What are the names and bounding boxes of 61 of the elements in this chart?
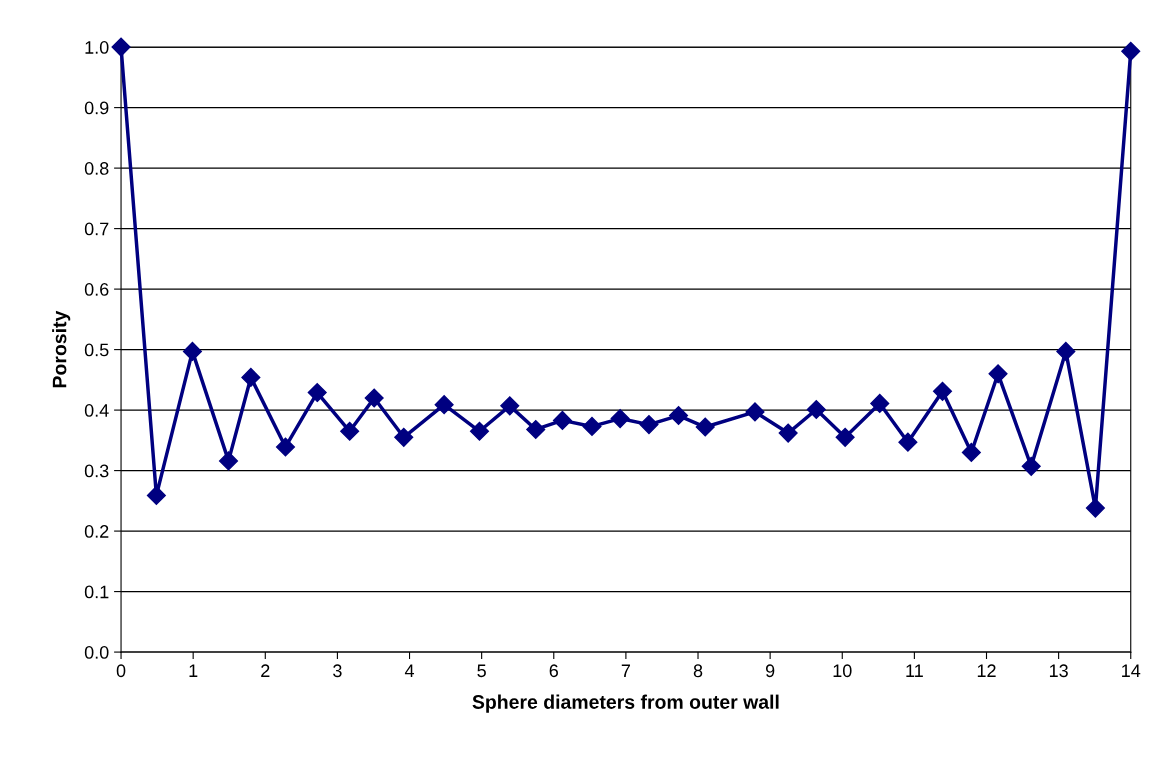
point bbox=[434, 395, 454, 415]
y-tick-label: 0.0 bbox=[84, 646, 109, 659]
point bbox=[394, 427, 414, 447]
x-tick-label: 14 bbox=[1122, 664, 1141, 677]
y-tick-label: 0.8 bbox=[84, 162, 109, 175]
point bbox=[218, 451, 239, 471]
x-tick-label: 13 bbox=[1049, 664, 1068, 678]
point bbox=[932, 381, 953, 401]
point bbox=[582, 416, 602, 436]
y-tick-label: 0.5 bbox=[84, 343, 109, 357]
point bbox=[500, 396, 520, 416]
point bbox=[610, 409, 630, 429]
y-axis-title: Porosity bbox=[52, 310, 71, 388]
point bbox=[745, 402, 765, 422]
x-axis-title: Sphere diameters from outer wall bbox=[472, 694, 779, 713]
x-tick-label: 2 bbox=[261, 664, 270, 677]
x-tick-label: 1 bbox=[189, 664, 198, 677]
y-tick-label: 0.4 bbox=[84, 404, 109, 417]
point bbox=[552, 410, 572, 430]
point bbox=[469, 421, 490, 441]
point bbox=[898, 432, 918, 452]
x-tick-label: 5 bbox=[477, 664, 486, 678]
point bbox=[835, 427, 855, 447]
point bbox=[340, 421, 360, 441]
point bbox=[241, 367, 261, 387]
x-tick-label: 9 bbox=[765, 664, 775, 678]
y-tick-label: 0.3 bbox=[84, 464, 109, 478]
x-tick-label: 6 bbox=[549, 664, 558, 678]
x-tick-label: 4 bbox=[404, 664, 415, 677]
x-tick-label: 8 bbox=[693, 664, 703, 678]
point bbox=[1021, 456, 1041, 476]
y-tick-label: 0.1 bbox=[84, 585, 109, 599]
x-tick-label: 7 bbox=[621, 664, 631, 677]
point bbox=[1085, 498, 1105, 518]
point bbox=[111, 37, 131, 57]
point bbox=[1121, 41, 1141, 61]
point bbox=[988, 364, 1008, 384]
point bbox=[639, 415, 659, 435]
point bbox=[961, 442, 981, 462]
point bbox=[1056, 341, 1076, 361]
x-tick-label: 0 bbox=[116, 664, 126, 678]
y-tick-label: 0.9 bbox=[84, 101, 109, 115]
point bbox=[364, 388, 384, 408]
point bbox=[669, 406, 689, 426]
point bbox=[695, 417, 715, 437]
y-tick-label: 0.2 bbox=[84, 525, 109, 538]
point bbox=[182, 341, 202, 361]
point bbox=[146, 485, 166, 505]
point bbox=[307, 383, 327, 403]
point bbox=[870, 393, 890, 413]
x-tick-label: 10 bbox=[833, 664, 852, 678]
point bbox=[806, 399, 826, 420]
point bbox=[275, 437, 296, 457]
x-tick-label: 12 bbox=[977, 664, 996, 677]
point bbox=[526, 419, 546, 439]
y-tick-label: 0.7 bbox=[84, 222, 109, 236]
x-tick-label: 11 bbox=[906, 664, 923, 677]
y-tick-label: 1.0 bbox=[85, 41, 109, 54]
x-tick-label: 3 bbox=[333, 664, 342, 678]
point bbox=[778, 423, 798, 443]
y-tick-label: 0.6 bbox=[84, 283, 109, 296]
